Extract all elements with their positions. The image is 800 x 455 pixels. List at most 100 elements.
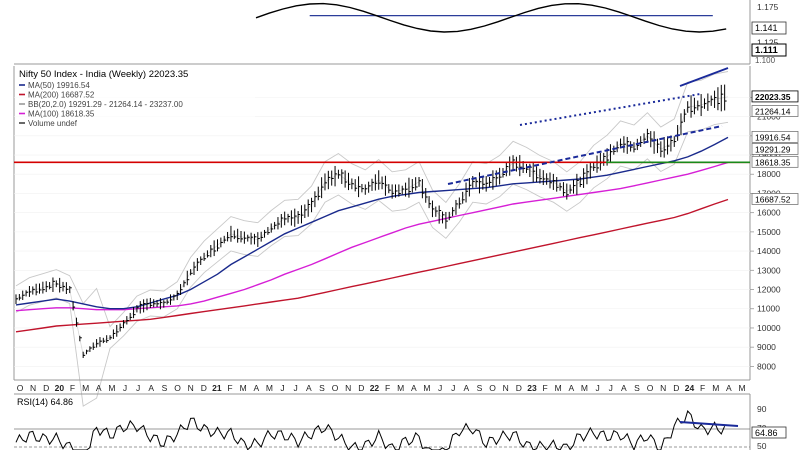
rsi-divergence-line bbox=[679, 421, 739, 427]
rsi-tick-label: 50 bbox=[757, 441, 767, 450]
time-axis-year-label: 20 bbox=[55, 383, 65, 393]
time-axis-month-label: A bbox=[621, 383, 627, 393]
price-tick-label: 18000 bbox=[757, 169, 781, 179]
price-tick-label: 16000 bbox=[757, 208, 781, 218]
value-tag-text: 21264.14 bbox=[755, 107, 791, 117]
time-axis-month-label: N bbox=[503, 383, 509, 393]
price-tick-label: 12000 bbox=[757, 285, 781, 295]
time-axis-labels: O N D 20 F M A M J J A S O N D 21 F M A M J J A S O N D 22 F M A M J J A S O… bbox=[17, 383, 746, 393]
legend-item: MA(200) 16687.52 bbox=[28, 91, 95, 100]
rs-extra-label: 1.100 bbox=[755, 56, 776, 65]
price-tick-label: 13000 bbox=[757, 265, 781, 275]
time-axis-month-label: F bbox=[385, 383, 390, 393]
time-axis-month-label: O bbox=[332, 383, 339, 393]
time-axis-year-label: 23 bbox=[527, 383, 537, 393]
time-axis-month-label: A bbox=[148, 383, 154, 393]
legend-item: MA(100) 18618.35 bbox=[28, 110, 95, 119]
time-axis-month-label: M bbox=[266, 383, 273, 393]
time-axis-month-label: O bbox=[174, 383, 181, 393]
time-axis-month-label: O bbox=[17, 383, 24, 393]
time-axis-month-label: A bbox=[253, 383, 259, 393]
rs-last-value: 1.141 bbox=[755, 23, 778, 33]
time-axis-year-label: 22 bbox=[370, 383, 380, 393]
time-axis-month-label: F bbox=[227, 383, 232, 393]
time-axis-month-label: M bbox=[555, 383, 562, 393]
price-tick-label: 15000 bbox=[757, 227, 781, 237]
rsi-panel: RSI(14) 64.86 907050 64.86 bbox=[14, 393, 787, 452]
rs-current-tag: 1.111 bbox=[751, 43, 787, 57]
time-axis-month-label: O bbox=[647, 383, 654, 393]
value-tag-box bbox=[751, 131, 799, 143]
ma200-line bbox=[15, 198, 729, 333]
value-tag-box bbox=[751, 143, 799, 155]
rs-tick-label: 1.125 bbox=[757, 38, 779, 48]
price-gridlines bbox=[14, 97, 750, 367]
rsi-current-tag: 64.86 bbox=[751, 426, 787, 439]
trendline-upper bbox=[679, 67, 729, 87]
value-tag-text: 22023.35 bbox=[755, 92, 791, 102]
value-tag-box bbox=[751, 193, 799, 205]
bollinger-upper bbox=[15, 71, 729, 328]
price-tick-label: 19000 bbox=[757, 150, 781, 160]
time-axis-month-label: J bbox=[294, 383, 298, 393]
time-axis-month-label: A bbox=[726, 383, 732, 393]
time-axis-month-label: N bbox=[188, 383, 194, 393]
time-axis-year-label: 21 bbox=[212, 383, 222, 393]
legend-item: Volume undef bbox=[28, 119, 78, 128]
time-axis-month-label: F bbox=[70, 383, 75, 393]
value-tag-box bbox=[751, 105, 799, 117]
legend-bg bbox=[15, 68, 255, 128]
time-axis-month-label: O bbox=[489, 383, 496, 393]
ma100-line bbox=[15, 161, 729, 312]
time-axis-month-label: D bbox=[673, 383, 679, 393]
time-axis-month-label: D bbox=[201, 383, 207, 393]
rs-tick-label: 1.175 bbox=[757, 2, 779, 12]
rsi-line bbox=[15, 410, 726, 452]
legend: Nifty 50 Index - India (Weekly) 22023.35… bbox=[15, 68, 255, 128]
time-axis-month-label: J bbox=[451, 383, 455, 393]
bollinger-lower bbox=[15, 121, 729, 407]
time-axis-month-label: M bbox=[423, 383, 430, 393]
value-tag-box bbox=[751, 90, 799, 103]
time-axis-month-label: D bbox=[516, 383, 522, 393]
time-axis-month-label: S bbox=[162, 383, 168, 393]
time-axis-month-label: M bbox=[240, 383, 247, 393]
time-axis-month-label: M bbox=[82, 383, 89, 393]
value-tag-text: 16687.52 bbox=[755, 194, 791, 204]
time-axis-month-label: D bbox=[43, 383, 49, 393]
price-tick-label: 10000 bbox=[757, 323, 781, 333]
value-tag-text: 19291.29 bbox=[755, 144, 791, 154]
price-value-tags: 22023.35 21264.14 19916.54 19291.29 18618.35… bbox=[751, 90, 799, 205]
chart-title: Nifty 50 Index - India (Weekly) 22023.35 bbox=[19, 69, 188, 80]
time-axis-month-label: S bbox=[634, 383, 640, 393]
rs-last-value-tag: 1.141 bbox=[751, 21, 787, 35]
rsi-tick-label: 90 bbox=[757, 404, 767, 414]
time-axis-year-label: 24 bbox=[685, 383, 695, 393]
time-axis-month-label: M bbox=[738, 383, 745, 393]
rs-current-value: 1.111 bbox=[755, 45, 778, 56]
time-axis-month-label: A bbox=[569, 383, 575, 393]
time-axis-month-label: A bbox=[411, 383, 417, 393]
time-axis: O N D 20 F M A M J J A S O N D 21 F M A M J J A S O N D 22 F M A M J J A S O… bbox=[14, 379, 750, 393]
legend-item: BB(20,2.0) 19291.29 - 21264.14 - 23237.0… bbox=[28, 100, 183, 109]
rsi-label: RSI(14) 64.86 bbox=[17, 397, 73, 407]
price-tick-label: 11000 bbox=[757, 304, 780, 314]
price-panel: 2200021000200001900018000170001600015000… bbox=[13, 66, 799, 407]
rs-panel-bg bbox=[14, 0, 750, 64]
time-axis-month-label: F bbox=[700, 383, 705, 393]
trendline-support bbox=[447, 125, 723, 185]
time-axis-month-label: N bbox=[30, 383, 36, 393]
time-axis-month-label: A bbox=[96, 383, 102, 393]
time-axis-month-label: N bbox=[660, 383, 666, 393]
rs-line bbox=[255, 2, 727, 33]
time-axis-month-label: M bbox=[108, 383, 115, 393]
legend-item: MA(50) 19916.54 bbox=[28, 81, 90, 90]
time-axis-month-label: J bbox=[595, 383, 599, 393]
price-tick-label: 14000 bbox=[757, 246, 781, 256]
time-axis-month-label: M bbox=[397, 383, 404, 393]
time-axis-month-label: J bbox=[438, 383, 442, 393]
